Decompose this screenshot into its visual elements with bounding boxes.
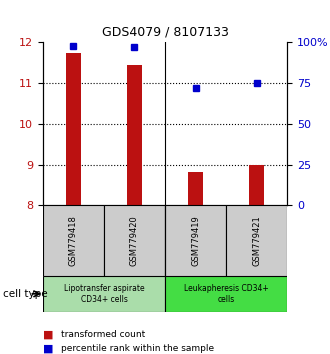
Text: cell type: cell type (3, 289, 48, 299)
Bar (165, 276, 287, 312)
Bar (249, 165, 264, 205)
Bar (188, 172, 203, 205)
Bar (127, 65, 142, 205)
Bar (104, 205, 165, 276)
Text: GSM779421: GSM779421 (252, 215, 261, 266)
Text: percentile rank within the sample: percentile rank within the sample (61, 344, 214, 353)
Bar (165, 205, 226, 276)
Text: ■: ■ (43, 330, 53, 339)
Text: transformed count: transformed count (61, 330, 145, 339)
Text: Leukapheresis CD34+
cells: Leukapheresis CD34+ cells (184, 284, 268, 303)
Bar (226, 205, 287, 276)
Text: Lipotransfer aspirate
CD34+ cells: Lipotransfer aspirate CD34+ cells (64, 284, 144, 303)
Text: GSM779418: GSM779418 (69, 215, 78, 266)
Title: GDS4079 / 8107133: GDS4079 / 8107133 (102, 25, 228, 39)
Bar (43, 276, 165, 312)
Text: GSM779419: GSM779419 (191, 215, 200, 266)
Bar (66, 53, 81, 205)
Text: GSM779420: GSM779420 (130, 215, 139, 266)
Bar (43, 205, 104, 276)
Text: ■: ■ (43, 344, 53, 354)
